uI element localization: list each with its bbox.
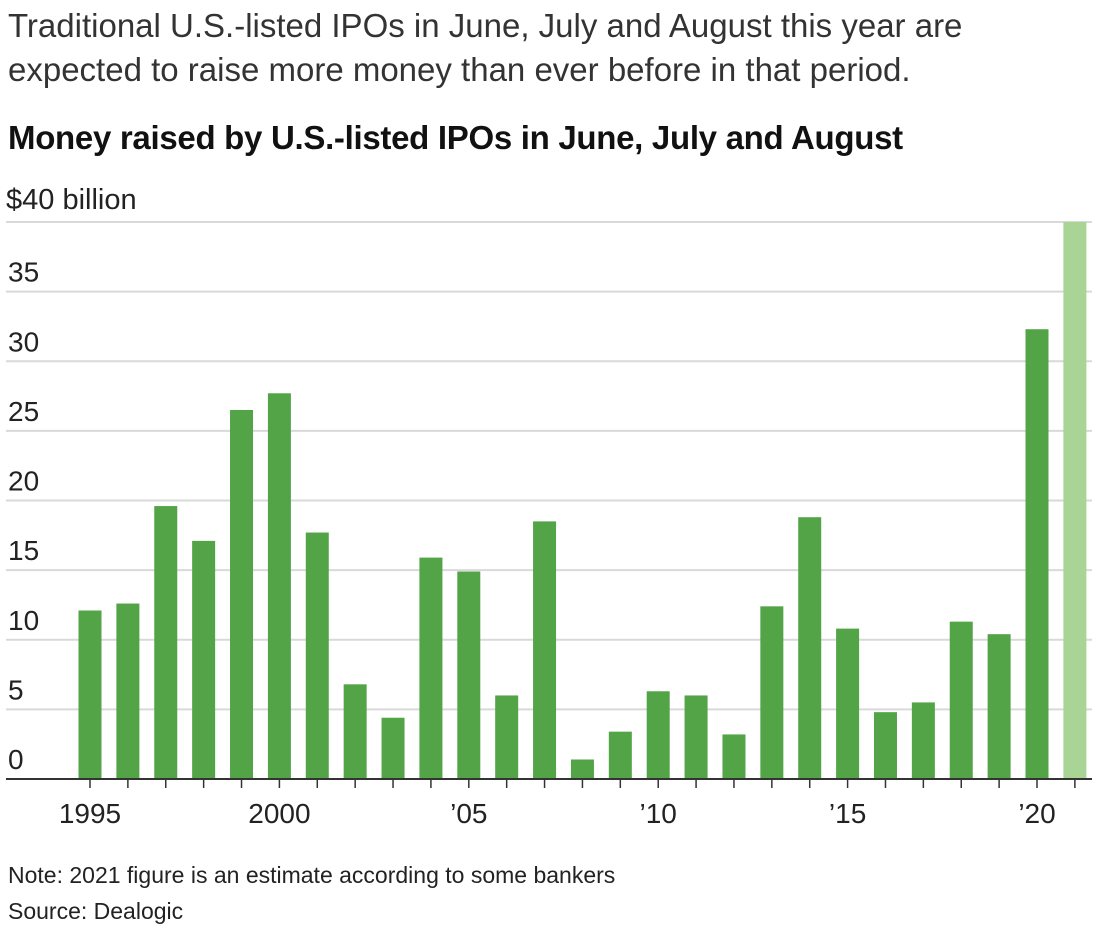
bar-chart: 0 5 10 15 20 25 30 35 1995 2000 ’05 ’10 ’15 ’20 — [6, 221, 1092, 829]
chart-subtitle: Traditional U.S.-listed IPOs in June, Ju… — [8, 7, 963, 88]
bar-2006 — [495, 695, 519, 779]
bar-2007 — [533, 521, 557, 779]
y-axis-unit-label: $40 billion — [6, 184, 137, 216]
x-tick-label-2005: ’05 — [450, 798, 487, 829]
bars — [78, 222, 1087, 779]
bar-2002 — [343, 684, 367, 779]
bar-2010 — [646, 691, 670, 779]
bar-1997 — [154, 506, 178, 779]
y-tick-label: 15 — [8, 535, 39, 566]
bar-1996 — [116, 603, 140, 779]
bar-1999 — [230, 409, 254, 779]
bar-2012 — [722, 734, 746, 779]
bar-2016 — [873, 712, 897, 779]
bar-2020 — [1025, 329, 1049, 779]
y-tick-label: 30 — [8, 326, 39, 357]
bar-2005 — [457, 571, 481, 779]
bar-2015 — [836, 628, 860, 779]
x-axis — [6, 778, 1092, 788]
bar-2014 — [798, 517, 822, 779]
bar-2000 — [267, 393, 291, 779]
y-tick-label: 35 — [8, 257, 39, 288]
bar-2001 — [305, 532, 329, 779]
y-tick-label: 5 — [8, 674, 24, 705]
y-axis-tick-labels: 0 5 10 15 20 25 30 35 — [8, 257, 39, 775]
y-tick-label: 25 — [8, 396, 39, 427]
bar-2013 — [760, 606, 784, 779]
chart-title: Money raised by U.S.-listed IPOs in June… — [8, 119, 903, 156]
bar-1998 — [192, 540, 216, 779]
x-tick-label-2010: ’10 — [640, 798, 677, 829]
bar-1995 — [78, 610, 102, 779]
bar-2004 — [419, 557, 443, 779]
bar-2017 — [911, 702, 935, 779]
y-tick-label: 10 — [8, 605, 39, 636]
bar-2018 — [949, 621, 973, 779]
bar-2021 — [1063, 222, 1087, 779]
bar-2019 — [987, 634, 1011, 779]
x-tick-label-2015: ’15 — [829, 798, 866, 829]
y-tick-label: 0 — [8, 744, 24, 775]
footnote: Note: 2021 figure is an estimate accordi… — [8, 862, 616, 888]
bar-2009 — [608, 731, 632, 779]
bar-2008 — [570, 759, 594, 779]
y-tick-label: 20 — [8, 466, 39, 497]
bar-2011 — [684, 695, 708, 779]
x-tick-label-2000: 2000 — [248, 798, 310, 829]
x-axis-tick-labels: 1995 2000 ’05 ’10 ’15 ’20 — [59, 798, 1056, 829]
x-tick-label-1995: 1995 — [59, 798, 121, 829]
bar-2003 — [381, 717, 405, 779]
x-tick-label-2020: ’20 — [1018, 798, 1055, 829]
source-credit: Source: Dealogic — [8, 898, 184, 924]
